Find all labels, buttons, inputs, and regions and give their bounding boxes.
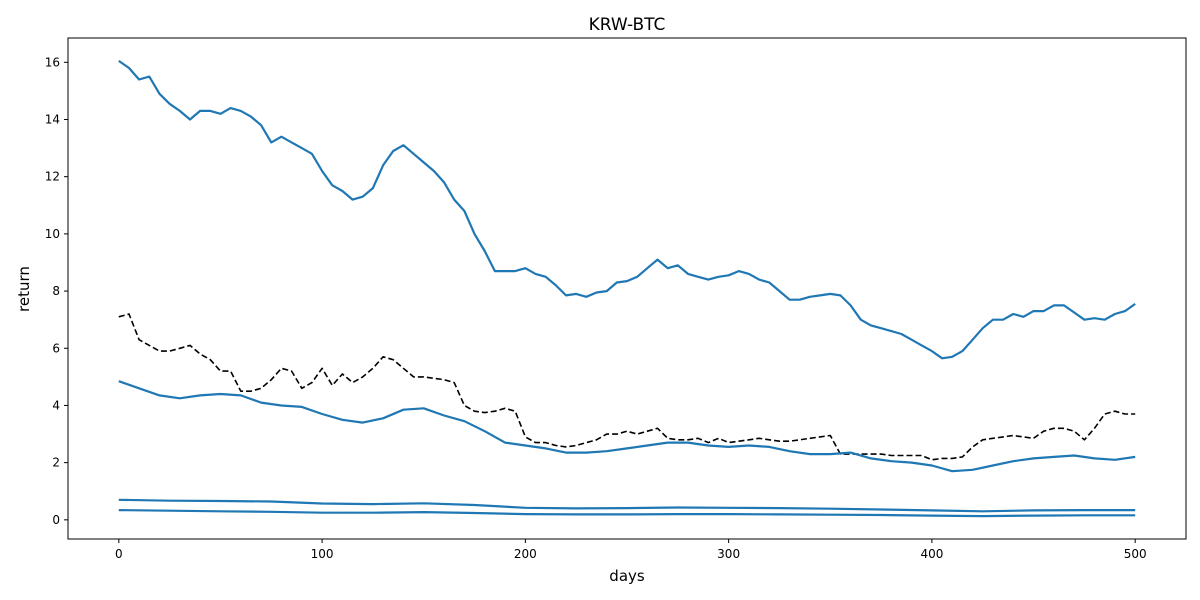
series-layer — [118, 59, 1136, 518]
y-tick-label: 16 — [45, 55, 60, 69]
plot-frame — [67, 37, 1187, 540]
plot-area — [68, 38, 1186, 539]
x-tick-label: 500 — [1124, 547, 1147, 561]
y-tick-label: 2 — [52, 456, 60, 470]
y-tick-label: 4 — [52, 398, 60, 412]
x-tick-label: 300 — [717, 547, 740, 561]
y-axis-title: return — [15, 266, 33, 312]
series-line-3 — [118, 380, 1136, 473]
y-tick-label: 8 — [52, 284, 60, 298]
series-line-4 — [118, 498, 1136, 513]
chart-title: KRW-BTC — [589, 15, 666, 35]
y-tick-label: 14 — [45, 112, 60, 126]
x-tick-label: 200 — [514, 547, 537, 561]
y-tick-label: 10 — [45, 227, 60, 241]
y-tick-label: 6 — [52, 341, 60, 355]
x-tick-label: 0 — [115, 547, 123, 561]
x-tick-label: 400 — [920, 547, 943, 561]
x-axis: 0 100 200 300 400 500 — [115, 539, 1147, 561]
y-tick-label: 12 — [45, 170, 60, 184]
series-line-5 — [118, 509, 1136, 518]
series-line-1 — [118, 59, 1136, 360]
y-axis: 0 2 4 6 8 10 12 14 16 — [45, 55, 68, 527]
x-tick-label: 100 — [311, 547, 334, 561]
y-tick-label: 0 — [52, 513, 60, 527]
x-axis-title: days — [609, 567, 645, 585]
